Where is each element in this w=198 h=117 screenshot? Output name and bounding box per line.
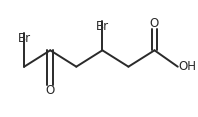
Text: Br: Br: [18, 31, 31, 45]
Text: O: O: [150, 17, 159, 31]
Text: OH: OH: [179, 60, 197, 73]
Text: Br: Br: [96, 20, 109, 33]
Text: O: O: [46, 84, 55, 97]
